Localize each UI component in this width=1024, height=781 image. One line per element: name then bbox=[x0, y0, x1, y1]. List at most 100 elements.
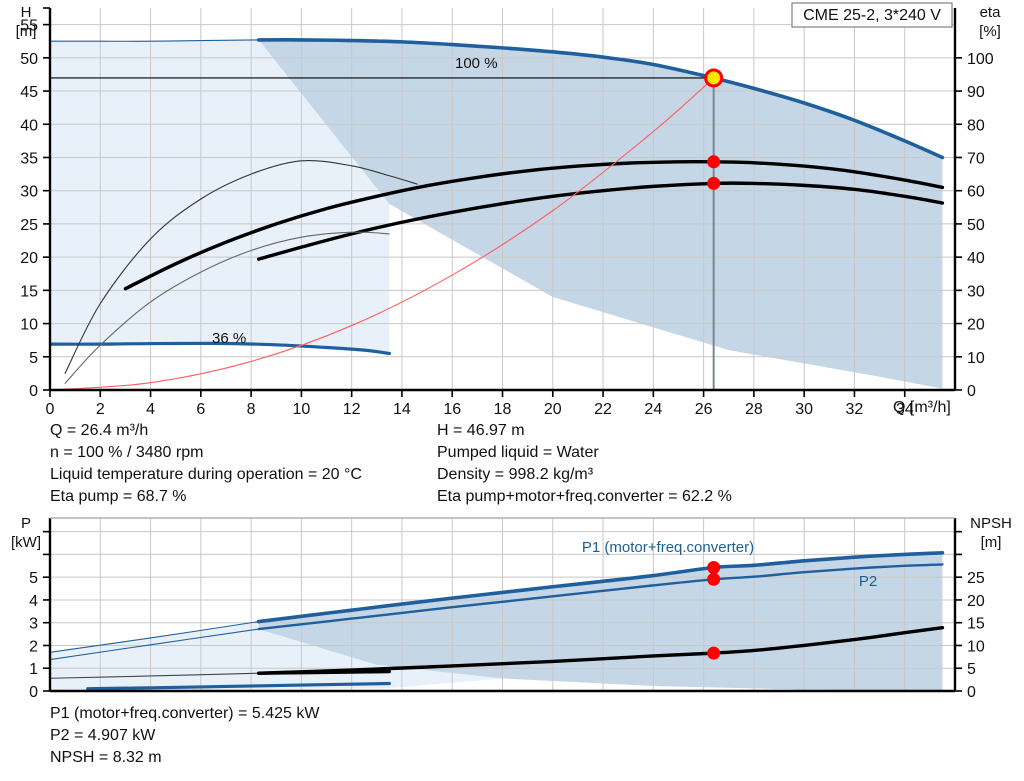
upper-x-tick-label: 14 bbox=[393, 401, 411, 418]
upper-right-tick-label: 40 bbox=[967, 250, 985, 267]
duty-marker-npsh bbox=[707, 646, 721, 660]
upper-x-tick-label: 12 bbox=[343, 401, 361, 418]
lower-left-tick-label: 1 bbox=[29, 661, 38, 678]
curve-label-36pct: 36 % bbox=[212, 330, 246, 347]
upper-x-tick-label: 4 bbox=[146, 401, 155, 418]
upper-right-tick-label: 50 bbox=[967, 217, 985, 234]
readout-line: Liquid temperature during operation = 20… bbox=[50, 466, 362, 483]
lower-right-tick-label: 20 bbox=[967, 593, 985, 610]
curve-eta-total-36- bbox=[64, 231, 390, 384]
lower-duty-markers bbox=[707, 561, 721, 660]
upper-left-tick-label: 35 bbox=[20, 150, 38, 167]
curve-eta-pump-36- bbox=[64, 159, 418, 374]
upper-x-tick-label: 18 bbox=[494, 401, 512, 418]
upper-right-tick-label: 20 bbox=[967, 317, 985, 334]
upper-left-tick-label: 0 bbox=[29, 383, 38, 400]
upper-x-tick-label: 28 bbox=[745, 401, 763, 418]
curve-h-100- bbox=[256, 38, 945, 160]
readout-line: n = 100 % / 3480 rpm bbox=[50, 444, 204, 461]
readout-lower: P1 (motor+freq.converter) = 5.425 kW P2 … bbox=[50, 703, 319, 769]
duty-marker-eta-total bbox=[707, 176, 721, 190]
curve-p2-36- bbox=[257, 670, 391, 675]
upper-right-axis-unit: [%] bbox=[979, 23, 1001, 40]
upper-right-tick-label: 10 bbox=[967, 350, 985, 367]
duty-marker-p2 bbox=[707, 572, 721, 586]
upper-left-tick-label: 15 bbox=[20, 283, 38, 300]
upper-x-tick-label: 20 bbox=[544, 401, 562, 418]
curve-system-curve bbox=[50, 77, 715, 390]
operating-envelope bbox=[50, 39, 943, 389]
upper-x-tick-label: 10 bbox=[292, 401, 310, 418]
upper-x-tick-label: 26 bbox=[695, 401, 713, 418]
series-label-p2: P2 bbox=[859, 573, 877, 590]
lower-right-tick-label: 0 bbox=[967, 684, 976, 701]
lower-right-tick-label: 15 bbox=[967, 616, 985, 633]
lower-gridlines bbox=[50, 518, 955, 691]
readout-line: H = 46.97 m bbox=[437, 422, 525, 439]
curve-eta-pump-100- bbox=[123, 159, 945, 291]
curve-p1-36- bbox=[86, 681, 391, 691]
curve-h-36- bbox=[50, 341, 391, 356]
curve-npsh-thin bbox=[50, 672, 259, 679]
upper-x-tick-label: 2 bbox=[96, 401, 105, 418]
readout-line: Density = 998.2 kg/m³ bbox=[437, 466, 594, 483]
readout-line: Eta pump = 68.7 % bbox=[50, 488, 187, 505]
upper-left-tick-label: 30 bbox=[20, 184, 38, 201]
readout-line: P1 (motor+freq.converter) = 5.425 kW bbox=[50, 705, 320, 722]
lower-right-tick-label: 5 bbox=[967, 661, 976, 678]
curve-p1-motor-freq-converter- bbox=[256, 551, 945, 624]
x-axis-label: Q [m³/h] bbox=[893, 399, 951, 416]
readout-line: Pumped liquid = Water bbox=[437, 444, 599, 461]
duty-marker-eta-pump bbox=[707, 155, 721, 169]
lower-left-tick-label: 5 bbox=[29, 570, 38, 587]
curve-p2-thin bbox=[50, 628, 259, 661]
readout-upper-right: H = 46.97 m Pumped liquid = Water Densit… bbox=[437, 420, 732, 508]
upper-left-tick-label: 45 bbox=[20, 84, 38, 101]
pump-title-box: CME 25-2, 3*240 V bbox=[791, 2, 953, 28]
lower-axis-ticks bbox=[43, 530, 962, 692]
lower-right-axis-name: NPSH bbox=[970, 515, 1012, 532]
upper-curves bbox=[50, 38, 945, 390]
lower-operating-envelope bbox=[50, 552, 943, 691]
upper-right-tick-label: 90 bbox=[967, 84, 985, 101]
upper-left-tick-label: 40 bbox=[20, 117, 38, 134]
upper-right-axis-name: eta bbox=[980, 4, 1002, 21]
upper-x-tick-label: 22 bbox=[594, 401, 612, 418]
readout-upper-left: Q = 26.4 m³/h n = 100 % / 3480 rpm Liqui… bbox=[50, 420, 362, 508]
series-label-p1: P1 (motor+freq.converter) bbox=[582, 539, 754, 556]
duty-marker-p1 bbox=[707, 561, 721, 575]
upper-x-tick-label: 34 bbox=[896, 401, 914, 418]
lower-left-tick-label: 3 bbox=[29, 616, 38, 633]
upper-x-tick-label: 6 bbox=[196, 401, 205, 418]
upper-left-tick-label: 50 bbox=[20, 51, 38, 68]
curve-head-100-thin bbox=[50, 39, 259, 42]
head-efficiency-chart: H [m] eta [%] Q [m³/h] 100 % 36 % CME 25… bbox=[16, 2, 1002, 418]
upper-right-tick-label: 80 bbox=[967, 117, 985, 134]
lower-curves bbox=[50, 551, 945, 691]
duty-point-marker[interactable] bbox=[704, 68, 724, 88]
upper-left-tick-label: 5 bbox=[29, 350, 38, 367]
curve-label-100pct: 100 % bbox=[455, 55, 498, 72]
upper-left-tick-label: 10 bbox=[20, 317, 38, 334]
upper-right-tick-label: 100 bbox=[967, 51, 994, 68]
upper-x-tick-label: 32 bbox=[846, 401, 864, 418]
curve-p1-thin bbox=[50, 621, 259, 653]
upper-left-tick-label: 25 bbox=[20, 217, 38, 234]
lower-left-axis-unit: [kW] bbox=[11, 534, 41, 551]
lower-left-tick-label: 0 bbox=[29, 684, 38, 701]
upper-x-tick-label: 8 bbox=[247, 401, 256, 418]
lower-right-tick-label: 10 bbox=[967, 638, 985, 655]
upper-left-axis-name: H bbox=[21, 4, 32, 21]
upper-left-tick-label: 20 bbox=[20, 250, 38, 267]
lower-left-axis-name: P bbox=[21, 515, 31, 532]
lower-left-tick-label: 2 bbox=[29, 638, 38, 655]
curve-eta-total-100- bbox=[256, 181, 945, 261]
power-npsh-chart: P [kW] NPSH [m] P1 (motor+freq.converter… bbox=[11, 515, 1012, 701]
upper-x-tick-label: 16 bbox=[443, 401, 461, 418]
curve-p2 bbox=[257, 563, 944, 631]
upper-x-tick-label: 24 bbox=[644, 401, 662, 418]
lower-right-tick-label: 25 bbox=[967, 570, 985, 587]
readout-line: Eta pump+motor+freq.converter = 62.2 % bbox=[437, 488, 732, 505]
readout-line: NPSH = 8.32 m bbox=[50, 749, 162, 766]
